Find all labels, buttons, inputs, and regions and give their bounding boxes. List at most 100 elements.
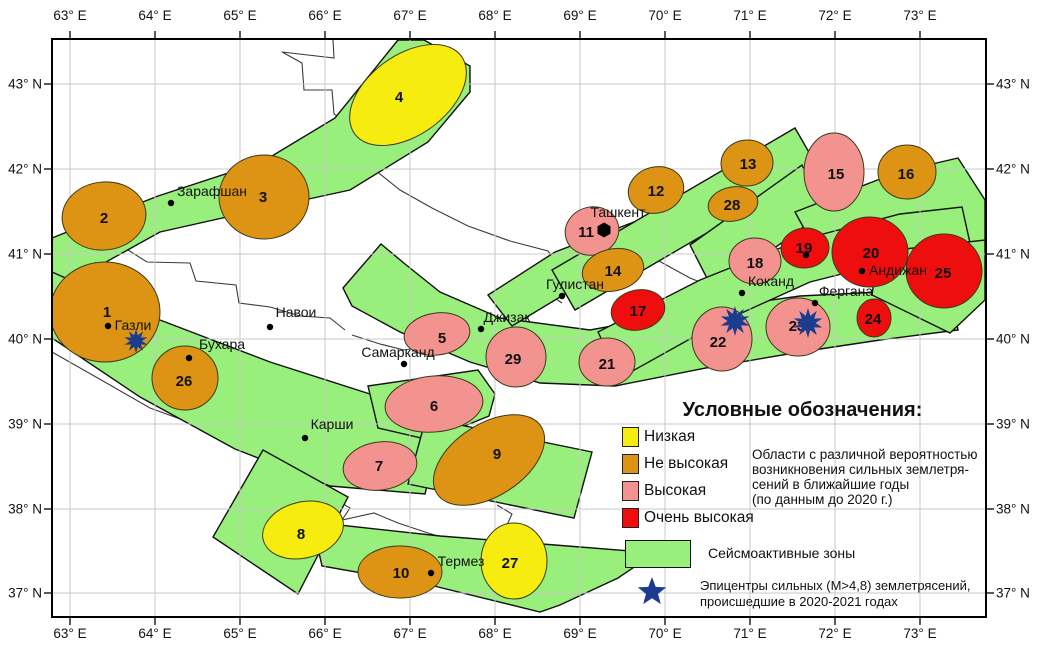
legend-label-not-high: Не высокая (644, 455, 729, 472)
zone-29 (485, 326, 547, 388)
zone-label-2: 2 (100, 210, 108, 227)
zone-label-9: 9 (493, 446, 501, 463)
axis-label-lon-top: 71° E (733, 8, 766, 23)
city-dot (400, 360, 408, 368)
zone-17 (610, 289, 666, 331)
axis-label-lon-top: 69° E (563, 8, 596, 23)
zone-12 (627, 166, 685, 214)
city-dot (802, 251, 810, 259)
zone-19 (780, 227, 830, 269)
city-label: Коканд (748, 273, 794, 289)
axis-label-lon-bottom: 67° E (393, 626, 426, 641)
axis-label-lat-left: 42° N (8, 162, 42, 177)
legend-item-low: Низкая (622, 427, 754, 447)
zone-label-13: 13 (740, 156, 757, 173)
zone-10 (357, 545, 443, 599)
zone-label-4: 4 (395, 89, 404, 106)
city-label: Ташкент (590, 204, 646, 220)
zone-label-14: 14 (605, 263, 622, 280)
zone-15 (803, 132, 865, 212)
city-label: Бухара (199, 336, 245, 352)
city-label: Термез (438, 553, 485, 569)
axis-label-lon-bottom: 70° E (648, 626, 681, 641)
zone-13 (720, 139, 774, 187)
axis-label-lon-bottom: 69° E (563, 626, 596, 641)
city-label: Зарафшан (177, 183, 247, 199)
epicenter-star (720, 306, 750, 336)
zone-25 (905, 233, 983, 309)
legend-item-not-high: Не высокая (622, 454, 754, 474)
zone-label-15: 15 (828, 166, 845, 183)
legend-item-very-high: Очень высокая (622, 508, 754, 528)
axis-label-lat-right: 43° N (996, 77, 1030, 92)
zone-label-28: 28 (724, 197, 741, 214)
zone-label-29: 29 (505, 351, 522, 368)
axis-label-lat-left: 38° N (8, 502, 42, 517)
axis-label-lat-left: 37° N (8, 586, 42, 601)
map-frame (51, 38, 987, 618)
legend-swatch-seismic-zone (625, 540, 691, 568)
legend-description: Области с различной вероятностью возникн… (752, 447, 978, 507)
axis-label-lon-top: 63° E (53, 8, 86, 23)
city-label: Гулистан (546, 276, 604, 292)
zone-2 (61, 181, 147, 251)
city-dot (427, 569, 435, 577)
axis-label-lon-bottom: 64° E (138, 626, 171, 641)
axis-label-lat-right: 40° N (996, 332, 1030, 347)
epicenter-star (124, 329, 148, 353)
map-layers: 1234567891011121314151617181920212223242… (52, 39, 986, 617)
zone-27 (480, 522, 548, 600)
city-dot (104, 322, 112, 330)
zone-label-3: 3 (259, 189, 267, 206)
legend-swatch-yellow (622, 427, 639, 447)
zone-label-25: 25 (935, 265, 952, 282)
zone-7 (342, 441, 418, 491)
zone-label-10: 10 (393, 565, 410, 582)
axis-label-lat-left: 40° N (8, 332, 42, 347)
zone-label-1: 1 (103, 304, 111, 321)
legend-star-icon (637, 577, 667, 605)
zone-26 (151, 345, 219, 411)
zone-5 (403, 312, 471, 356)
zone-21 (578, 337, 636, 387)
axis-label-lat-left: 43° N (8, 77, 42, 92)
axis-label-lon-top: 70° E (648, 8, 681, 23)
zone-20 (831, 216, 909, 288)
zone-8 (262, 500, 344, 560)
legend-label-seismic-zones: Сейсмоактивные зоны (708, 545, 856, 561)
zone-label-27: 27 (502, 555, 519, 572)
legend-label-high: Высокая (644, 482, 707, 499)
zone-label-21: 21 (599, 356, 616, 373)
axis-label-lon-bottom: 68° E (478, 626, 511, 641)
city-label: Андижан (869, 262, 927, 278)
axis-label-lon-top: 67° E (393, 8, 426, 23)
zone-3 (218, 154, 310, 240)
zone-label-12: 12 (648, 183, 665, 200)
axis-label-lon-top: 66° E (308, 8, 341, 23)
zone-label-6: 6 (430, 398, 438, 415)
legend-items: Низкая Не высокая Высокая Очень высокая (622, 427, 754, 528)
city-dot (558, 292, 566, 300)
zone-label-26: 26 (176, 373, 193, 390)
city-dot (858, 267, 866, 275)
legend-title: Условные обозначения: (682, 399, 923, 421)
axis-label-lon-bottom: 72° E (818, 626, 851, 641)
zone-24 (856, 298, 892, 338)
axis-label-lon-top: 72° E (818, 8, 851, 23)
city-label: Джизак (484, 309, 532, 325)
city-dot (477, 325, 485, 333)
zone-label-11: 11 (578, 224, 594, 241)
axis-label-lat-right: 41° N (996, 247, 1030, 262)
zone-6 (384, 375, 484, 433)
zone-label-7: 7 (375, 458, 383, 475)
zone-label-22: 22 (710, 334, 727, 351)
city-label: Фергана (819, 283, 874, 299)
zone-label-20: 20 (863, 245, 880, 262)
axis-label-lon-bottom: 65° E (223, 626, 256, 641)
zone-28 (707, 186, 759, 222)
axis-label-lon-top: 65° E (223, 8, 256, 23)
zone-9 (432, 414, 546, 506)
axis-label-lat-right: 38° N (996, 502, 1030, 517)
legend-swatch-pink (622, 481, 639, 501)
